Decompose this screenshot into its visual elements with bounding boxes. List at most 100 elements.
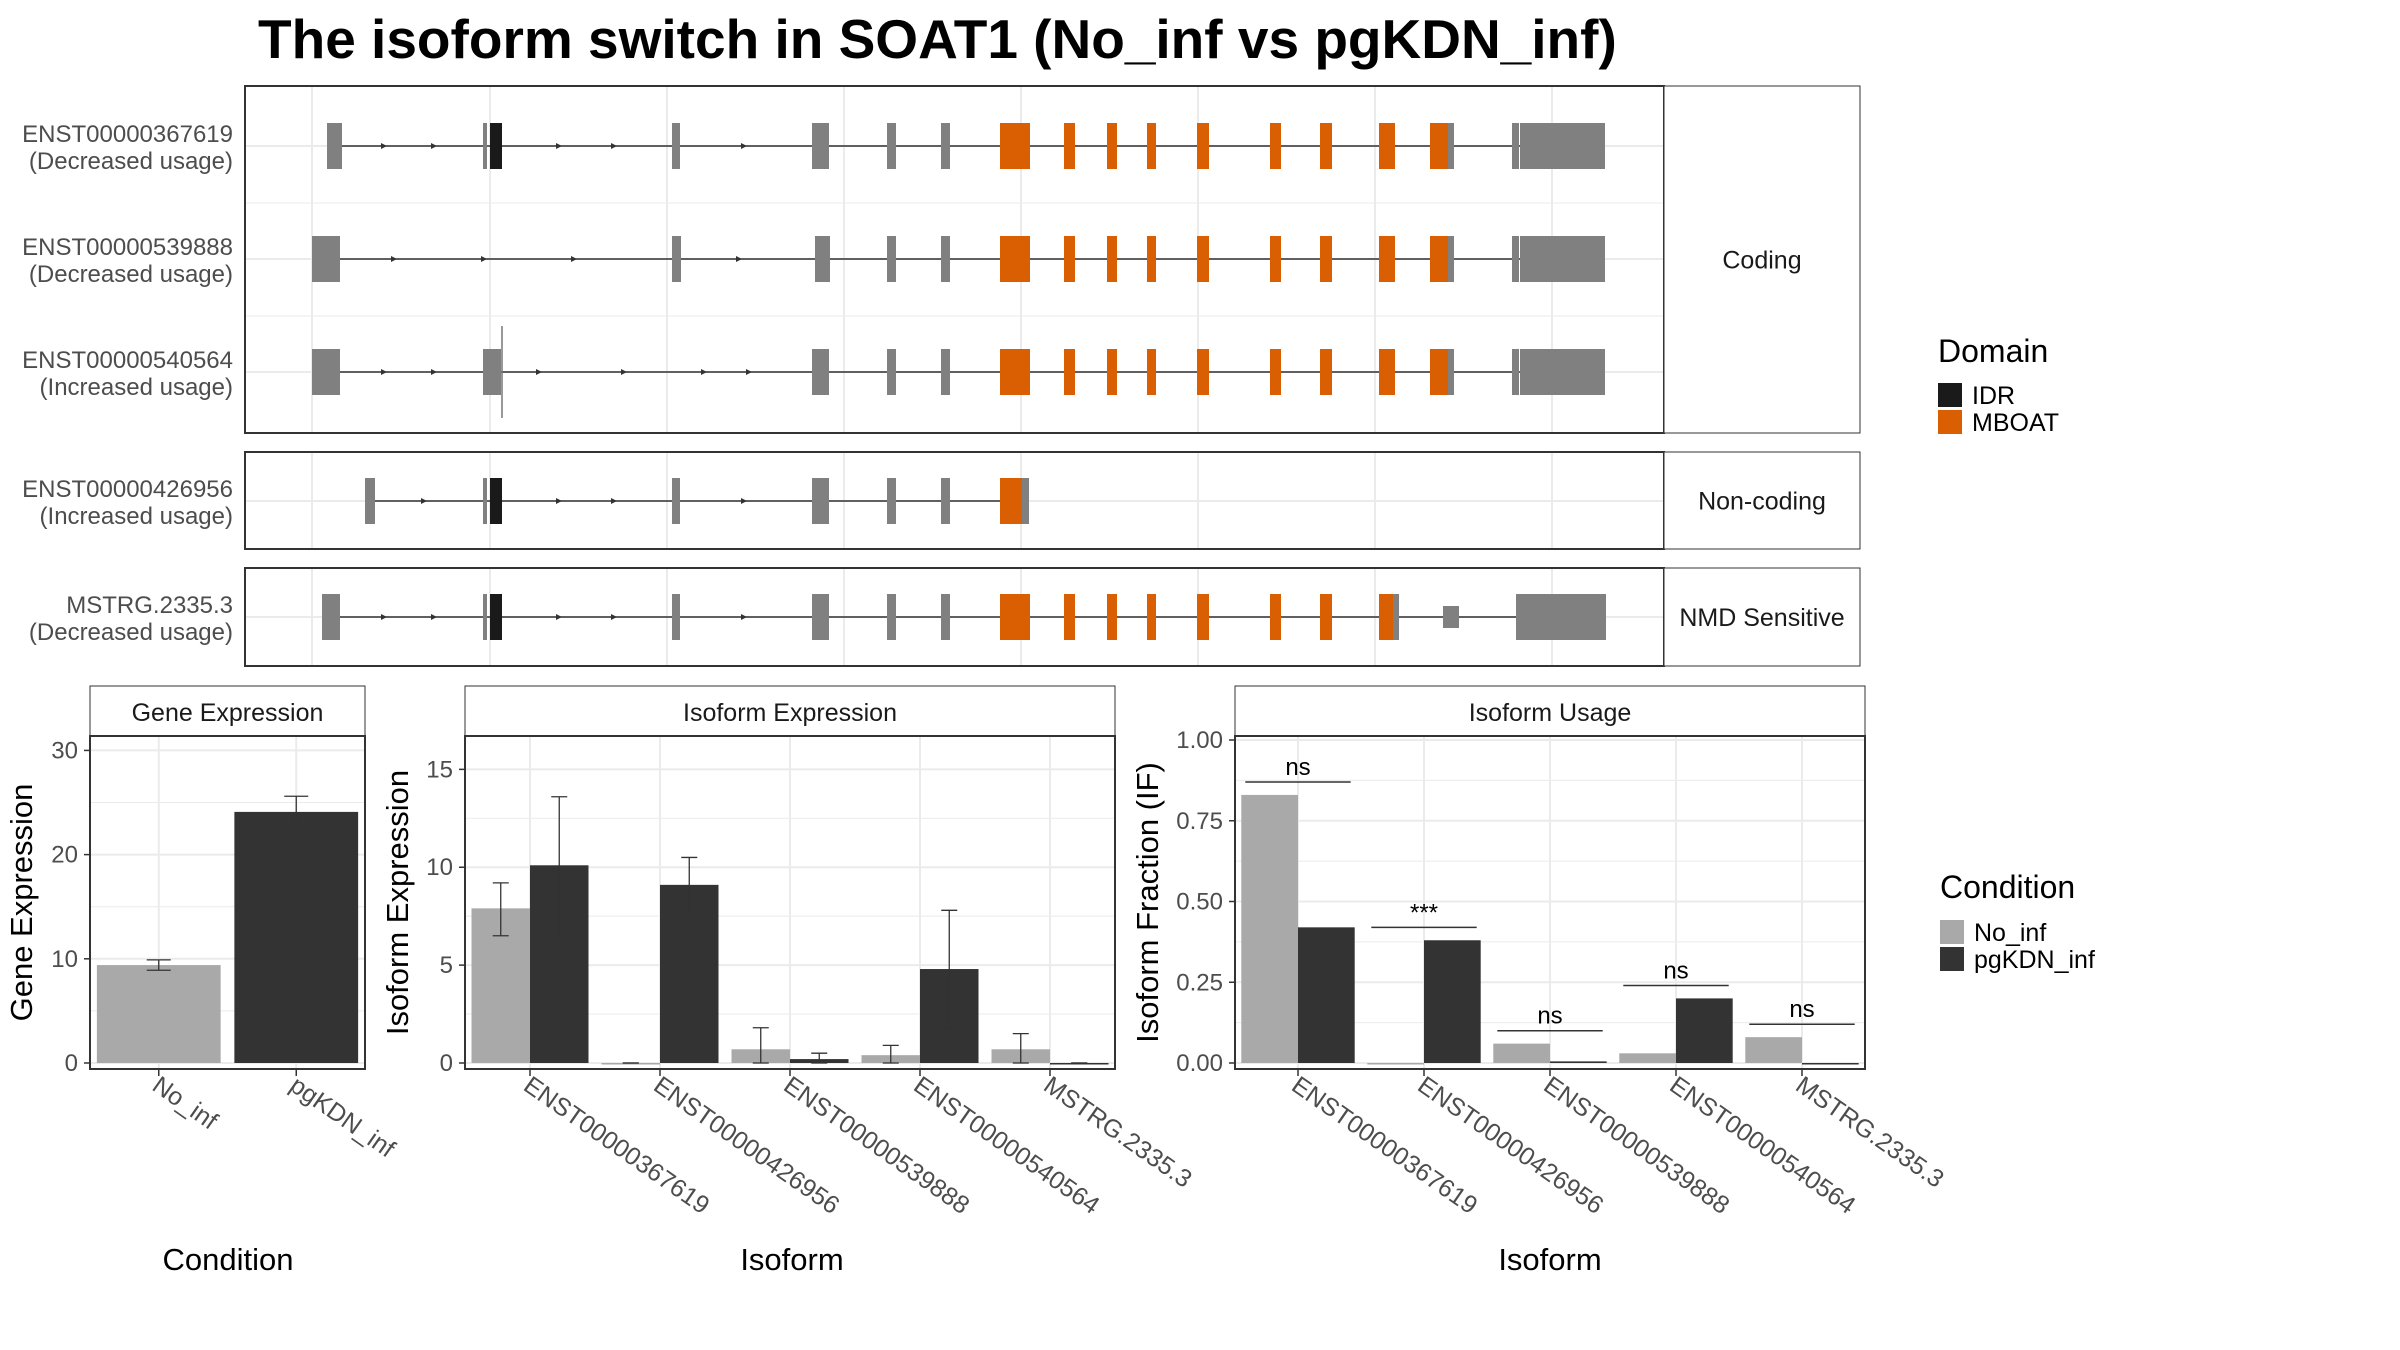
mboat-domain-exon — [1197, 236, 1209, 282]
exon — [1448, 123, 1454, 169]
exon — [1520, 123, 1605, 169]
mboat-domain-exon — [1000, 123, 1030, 169]
exon — [672, 478, 680, 524]
mboat-domain-exon — [1064, 349, 1075, 395]
strand-arrow — [701, 369, 707, 375]
facet-strip-label: Gene Expression — [132, 699, 324, 727]
bar-No_inf — [96, 965, 221, 1063]
y-tick-label: 0.50 — [1176, 889, 1223, 916]
strand-arrow — [556, 498, 562, 504]
facet-strip-label: Non-coding — [1698, 488, 1826, 516]
significance-label: ns — [1663, 957, 1688, 984]
transcript-id-label: ENST00000540564 — [22, 347, 233, 374]
exon — [483, 349, 501, 395]
facet-strip-label: Isoform Expression — [683, 699, 897, 727]
exon — [941, 478, 950, 524]
strand-arrow — [741, 498, 747, 504]
mboat-domain-exon — [1430, 349, 1448, 395]
y-tick-label: 20 — [51, 842, 78, 869]
mboat-domain-exon — [1000, 594, 1030, 640]
transcript-id-label: MSTRG.2335.3 — [66, 592, 233, 619]
mboat-domain-exon — [1147, 594, 1156, 640]
domain-legend-title: Domain — [1938, 333, 2048, 369]
y-tick-label: 15 — [426, 756, 453, 783]
bar-No_inf — [1745, 1037, 1802, 1063]
exon — [672, 236, 681, 282]
facet-strip — [1663, 567, 1861, 667]
idr-domain-exon — [490, 594, 502, 640]
strand-arrow — [556, 143, 562, 149]
facet-strip-label: Isoform Usage — [1469, 699, 1632, 727]
transcript-id-label: ENST00000367619 — [22, 121, 233, 148]
exon — [1448, 236, 1454, 282]
bar-pgKDN_inf — [1298, 927, 1355, 1063]
mboat-domain-exon — [1107, 594, 1117, 640]
exon — [1512, 349, 1519, 395]
idr-domain-exon — [490, 478, 502, 524]
mboat-domain-exon — [1197, 594, 1209, 640]
bar-No_inf — [1619, 1053, 1676, 1063]
exon — [812, 349, 829, 395]
y-tick-label: 30 — [51, 737, 78, 764]
bar-pgKDN_inf — [1050, 1063, 1109, 1065]
idr-domain-exon — [490, 123, 502, 169]
mboat-domain-exon — [1064, 594, 1075, 640]
y-tick-label: 1.00 — [1176, 727, 1223, 754]
bar-pgKDN_inf — [234, 811, 359, 1063]
y-tick-label: 5 — [440, 952, 453, 979]
mboat-domain-exon — [1379, 123, 1395, 169]
exon — [812, 123, 829, 169]
exon — [672, 594, 680, 640]
y-tick-label: 0 — [65, 1050, 78, 1077]
exon — [941, 349, 950, 395]
exon — [887, 478, 896, 524]
exon — [1516, 594, 1606, 640]
exon — [1022, 478, 1029, 524]
exon — [941, 236, 950, 282]
strand-arrow — [536, 369, 542, 375]
mboat-domain-exon — [1270, 349, 1281, 395]
mboat-domain-exon — [1320, 236, 1332, 282]
x-tick-label: No_inf — [147, 1071, 222, 1135]
mboat-domain-exon — [1320, 594, 1332, 640]
mboat-domain-exon — [1000, 478, 1022, 524]
bar-pgKDN_inf — [660, 884, 719, 1063]
strand-arrow — [611, 498, 617, 504]
significance-label: ns — [1285, 754, 1310, 781]
exon — [483, 594, 487, 640]
exon — [1520, 349, 1605, 395]
mboat-domain-exon — [1320, 123, 1332, 169]
y-tick-label: 0.00 — [1176, 1050, 1223, 1077]
strand-arrow — [741, 614, 747, 620]
facet-strip — [1663, 85, 1861, 434]
mboat-domain-exon — [1107, 349, 1117, 395]
mboat-domain-exon — [1270, 236, 1281, 282]
exon — [887, 236, 896, 282]
mboat-domain-exon — [1197, 123, 1209, 169]
bar-No_inf — [601, 1063, 660, 1065]
exon — [327, 123, 342, 169]
strand-arrow — [381, 614, 387, 620]
strand-arrow — [621, 369, 627, 375]
strand-arrow — [481, 256, 487, 262]
y-tick-label: 0 — [440, 1050, 453, 1077]
mboat-domain-exon — [1147, 236, 1156, 282]
strand-arrow — [431, 143, 437, 149]
exon — [941, 123, 950, 169]
bar-pgKDN_inf — [1676, 998, 1733, 1063]
exon — [812, 478, 829, 524]
facet-strip — [1234, 685, 1866, 737]
bar-No_inf — [1493, 1043, 1550, 1063]
mboat-domain-exon — [1430, 236, 1448, 282]
strand-arrow — [741, 143, 747, 149]
strand-arrow — [736, 256, 742, 262]
exon — [1448, 349, 1454, 395]
facet-strip — [1663, 451, 1861, 550]
exon — [812, 594, 829, 640]
bar-No_inf — [1367, 1063, 1424, 1065]
domain-legend-label: MBOAT — [1972, 409, 2059, 437]
mboat-domain-exon — [1270, 594, 1281, 640]
condition-legend-label: pgKDN_inf — [1974, 946, 2095, 974]
y-tick-label: 0.75 — [1176, 808, 1223, 835]
strand-arrow — [391, 256, 397, 262]
